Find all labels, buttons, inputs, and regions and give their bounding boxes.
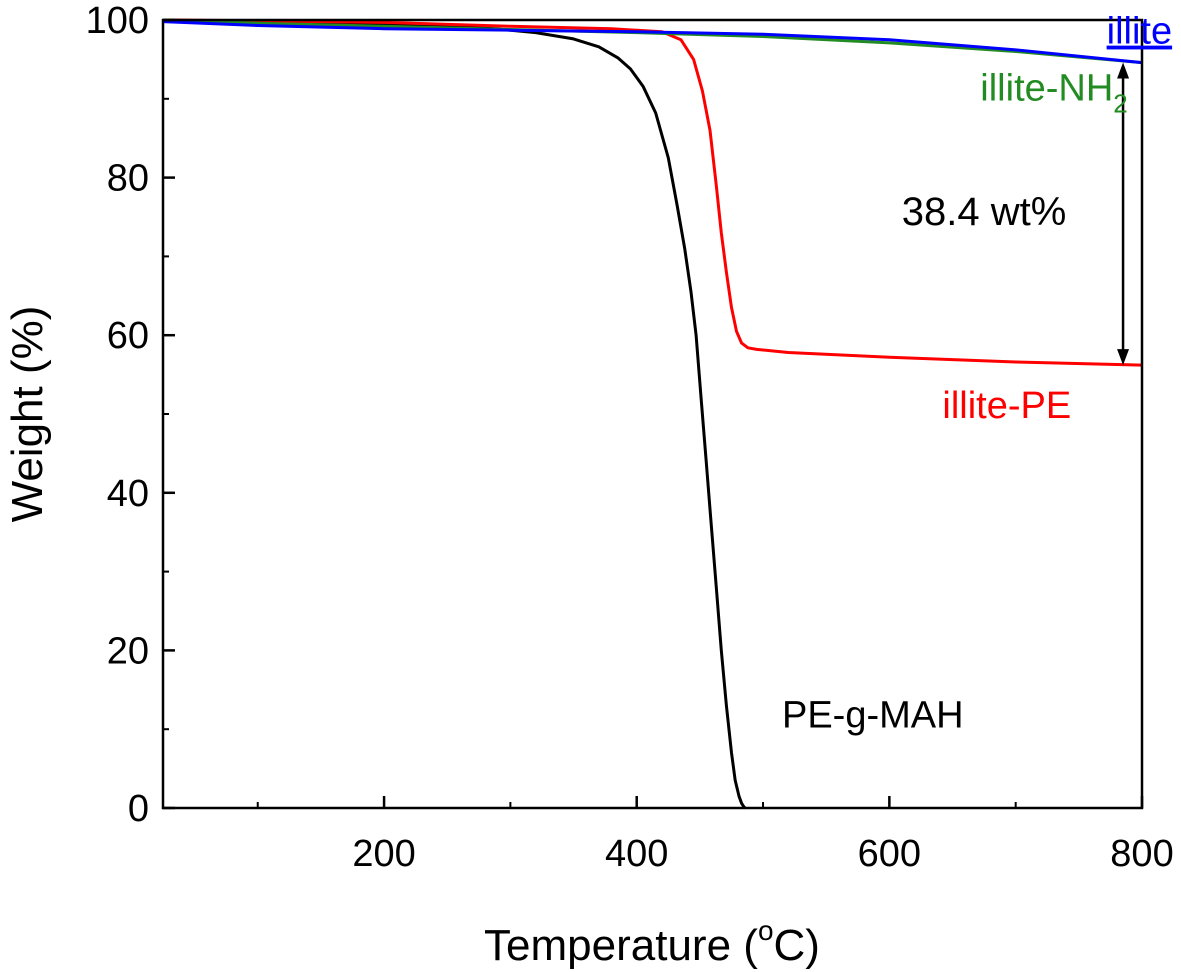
y-tick-label: 60 (107, 315, 149, 357)
tick-labels: 200 400 600 800 0 20 40 60 80 100 (86, 0, 1174, 875)
series-label-text: illite (1107, 11, 1172, 53)
x-tick-label: 800 (1110, 833, 1173, 875)
series-line-pe-g-mah (162, 18, 747, 810)
x-tick-label: 600 (858, 833, 921, 875)
series-line-illite-pe (162, 18, 1143, 367)
x-tick-label: 400 (605, 833, 668, 875)
x-axis-unit: C) (774, 921, 820, 970)
series-label-illite-pe: illite-PE (942, 385, 1071, 427)
series-labels: illite illite-NH2 illite-PE PE-g-MAH (782, 11, 1172, 737)
series-label-subscript: 2 (1113, 88, 1127, 118)
x-axis-title: Temperature (oC) (484, 915, 820, 970)
y-tick-label: 0 (128, 788, 149, 830)
series-line-illite (162, 20, 1143, 65)
annotation-arrow-head-down (1117, 349, 1130, 366)
annotations: 38.4 wt% (902, 62, 1130, 366)
y-tick-label: 100 (86, 0, 149, 42)
annotation-text: 38.4 wt% (902, 190, 1067, 234)
x-axis-unit-sup: o (758, 915, 774, 946)
axis-ticks (163, 18, 1144, 810)
series-label-text: illite-PE (942, 385, 1071, 427)
y-tick-label: 40 (107, 473, 149, 515)
y-axis-title: Weight (%) (3, 306, 52, 523)
plot-series (162, 18, 1143, 810)
series-label-text: illite-NH (980, 67, 1113, 109)
series-label-text: PE-g-MAH (782, 695, 964, 737)
series-label-pe-g-mah: PE-g-MAH (782, 695, 964, 737)
y-tick-label: 80 (107, 158, 149, 200)
annotation-arrow-head-up (1117, 62, 1130, 79)
series-label-illite: illite (1107, 11, 1172, 53)
y-tick-label: 20 (107, 630, 149, 672)
x-tick-label: 200 (352, 833, 415, 875)
series-label-illite-nh2: illite-NH2 (980, 67, 1127, 118)
x-axis-title-text: Temperature ( (484, 921, 758, 970)
